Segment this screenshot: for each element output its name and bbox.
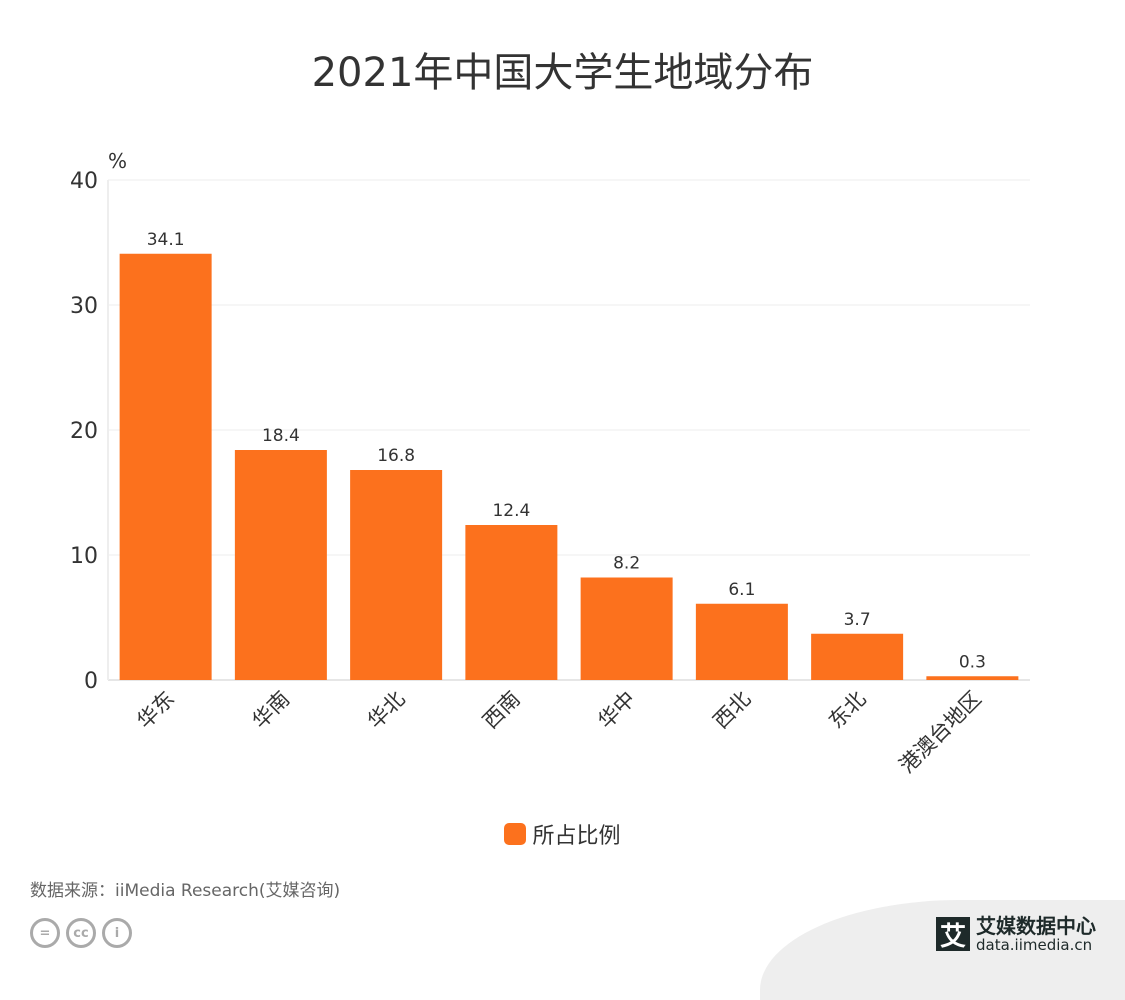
- y-tick-label: 20: [70, 419, 98, 444]
- y-tick-label: 40: [70, 169, 98, 194]
- bar: [580, 577, 673, 680]
- x-tick-label: 东北: [824, 687, 871, 734]
- x-tick-label: 华南: [248, 687, 295, 734]
- y-tick-label: 30: [70, 294, 98, 319]
- x-tick-label: 华北: [363, 687, 410, 734]
- bar: [234, 450, 327, 680]
- bar: [811, 633, 904, 680]
- brand-logo: 艾: [936, 917, 970, 952]
- data-label: 12.4: [492, 501, 530, 521]
- cc-icon: cc: [66, 918, 96, 948]
- y-tick-label: 0: [84, 669, 98, 694]
- bar-chart: 0 10 20 30 40% 34.1 华东 18.4 华南 16.8 华北 12.4 西南 8.2 华中 6…: [70, 149, 1030, 778]
- data-label: 34.1: [147, 230, 185, 250]
- brand-name: 艾媒数据中心: [976, 914, 1096, 938]
- by-icon: i: [102, 918, 132, 948]
- brand-url: data.iimedia.cn: [976, 936, 1093, 954]
- bar: [350, 470, 443, 680]
- legend[interactable]: 所占比例: [0, 818, 1125, 850]
- x-tick-label: 西北: [709, 687, 756, 734]
- data-source: 数据来源：iiMedia Research(艾媒咨询): [30, 881, 341, 901]
- data-label: 3.7: [844, 610, 871, 630]
- x-tick-label: 西南: [478, 687, 525, 734]
- data-label: 16.8: [377, 446, 415, 466]
- x-tick-label: 华中: [593, 687, 640, 734]
- data-label: 18.4: [262, 426, 300, 446]
- bar: [695, 603, 788, 680]
- y-axis-unit: %: [108, 149, 127, 173]
- legend-label: 所占比例: [532, 824, 621, 849]
- bar: [119, 253, 212, 680]
- bar: [926, 676, 1019, 680]
- legend-swatch: [504, 823, 527, 845]
- chart-title: 2021年中国大学生地域分布: [311, 50, 814, 96]
- nd-icon: =: [30, 918, 60, 948]
- license-icons: = cc i: [30, 918, 132, 948]
- data-label: 8.2: [613, 554, 640, 574]
- y-tick-label: 10: [70, 544, 98, 569]
- bar: [465, 525, 558, 680]
- x-tick-label: 港澳台地区: [895, 687, 986, 778]
- data-label: 0.3: [959, 652, 986, 672]
- brand: 艾 艾媒数据中心 data.iimedia.cn: [936, 915, 1096, 953]
- x-tick-label: 华东: [132, 687, 179, 734]
- data-label: 6.1: [728, 580, 755, 600]
